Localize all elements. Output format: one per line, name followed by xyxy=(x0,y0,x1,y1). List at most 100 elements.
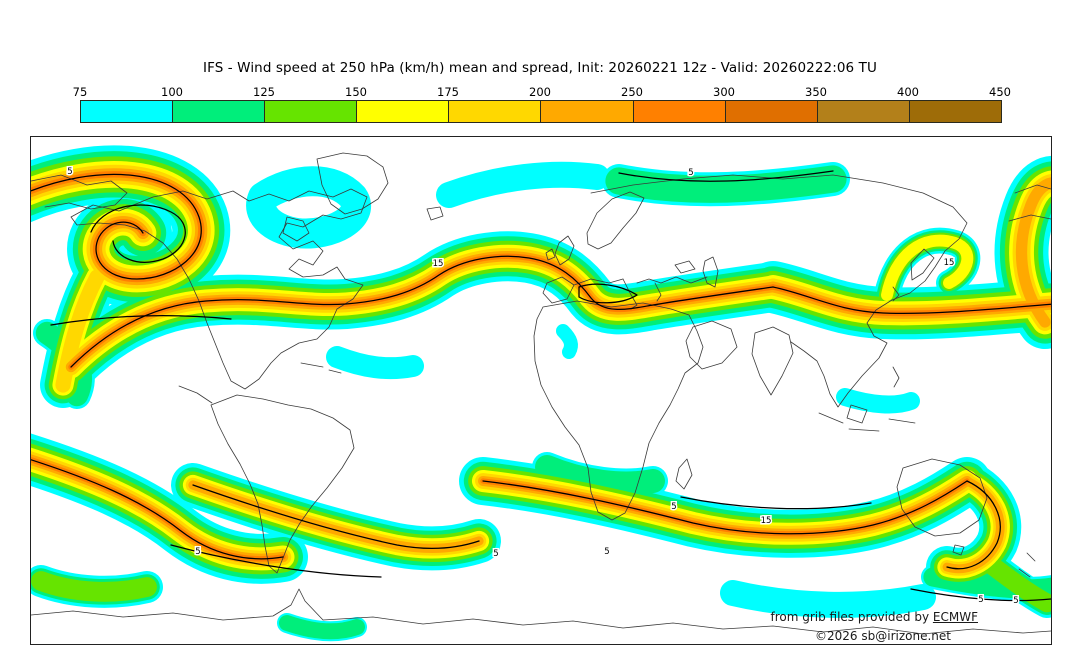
coastline xyxy=(573,276,708,286)
wind-speed-map-canvas: 5 5 15 15 5 15 5 5 5 5 5 xyxy=(31,145,1051,642)
coastline xyxy=(545,248,556,261)
coastline xyxy=(31,174,128,210)
wind-band xyxy=(836,388,920,414)
coastline xyxy=(590,174,968,408)
colorbar-segment xyxy=(541,101,634,122)
colorbar-segment xyxy=(173,101,266,122)
colorbar: 75 100 125 150 175 200 250 300 350 400 450 xyxy=(73,85,1011,125)
mean-contour xyxy=(618,170,834,182)
coastline xyxy=(896,458,988,537)
coastline xyxy=(910,248,935,281)
colorbar-segment xyxy=(633,101,726,122)
coastline xyxy=(702,256,719,288)
contour-label: 5 xyxy=(978,595,983,605)
colorbar-segment xyxy=(81,101,174,122)
coastline xyxy=(685,320,738,370)
attribution-copyright: ©2026 sb@irizone.net xyxy=(815,629,951,643)
coastline xyxy=(210,394,355,574)
colorbar-tick: 450 xyxy=(989,85,1011,99)
mean-contour xyxy=(31,173,202,280)
contour-label: 15 xyxy=(433,259,444,269)
wind-band xyxy=(556,324,578,359)
attribution-prefix: from grib files provided by xyxy=(770,610,933,624)
wind-band xyxy=(720,580,936,618)
wind-band xyxy=(326,346,424,380)
coastline xyxy=(533,300,704,521)
colorbar-tick: 400 xyxy=(897,85,919,99)
mean-contour xyxy=(578,283,638,304)
colorbar-segment xyxy=(817,101,910,122)
mean-contour xyxy=(482,480,968,535)
colorbar-tick: 75 xyxy=(72,85,88,99)
mean-contour xyxy=(192,484,480,550)
mean-contour xyxy=(772,286,1051,315)
wind-band xyxy=(605,165,847,203)
coastline xyxy=(316,152,389,215)
colorbar-tick: 300 xyxy=(713,85,735,99)
coastline xyxy=(892,366,900,388)
contour-label: 5 xyxy=(1013,596,1018,606)
coastline xyxy=(674,260,696,274)
colorbar-tick: 350 xyxy=(805,85,827,99)
coastline xyxy=(31,588,1051,635)
contour-label: 5 xyxy=(604,547,609,557)
coastline xyxy=(1018,552,1036,578)
colorbar-scale xyxy=(80,100,1002,123)
coastline xyxy=(892,286,900,302)
coastline xyxy=(70,188,368,390)
contour-label: 5 xyxy=(688,168,693,178)
coastline xyxy=(542,276,575,304)
page-title: IFS - Wind speed at 250 hPa (km/h) mean … xyxy=(203,60,877,76)
colorbar-segment xyxy=(265,101,358,122)
contour-label: 5 xyxy=(671,502,676,512)
coastline xyxy=(846,404,868,424)
colorbar-segment xyxy=(357,101,450,122)
wind-band xyxy=(535,455,665,496)
mean-contour xyxy=(31,459,284,560)
contour-label: 5 xyxy=(195,547,200,557)
coastline xyxy=(426,206,444,221)
wind-band xyxy=(1015,177,1051,328)
colorbar-tick-labels: 75 100 125 150 175 200 250 300 350 400 450 xyxy=(73,85,1011,99)
colorbar-segment xyxy=(909,101,1001,122)
contour-label: 15 xyxy=(944,258,955,268)
coastline xyxy=(675,458,693,490)
wind-band xyxy=(246,166,371,249)
wind-band xyxy=(436,161,610,208)
mean-contour xyxy=(90,204,186,263)
coastline xyxy=(622,278,638,310)
coastline xyxy=(818,412,916,432)
ecmwf-link[interactable]: ECMWF xyxy=(932,610,978,624)
mean-contour xyxy=(910,588,1051,602)
colorbar-segment xyxy=(725,101,818,122)
coastline xyxy=(586,191,645,250)
colorbar-tick: 250 xyxy=(621,85,643,99)
colorbar-tick: 125 xyxy=(253,85,275,99)
colorbar-tick: 150 xyxy=(345,85,367,99)
attribution-source: from grib files provided by ECMWF xyxy=(770,610,978,624)
colorbar-segment xyxy=(449,101,542,122)
coastline xyxy=(282,216,310,242)
coastline xyxy=(300,362,342,374)
mean-contour xyxy=(680,496,872,510)
contour-label: 15 xyxy=(761,516,772,526)
mean-contour xyxy=(50,315,232,326)
coastline xyxy=(654,282,662,302)
coastline xyxy=(952,544,965,556)
wind-band xyxy=(279,615,365,640)
coastline xyxy=(1008,184,1051,222)
mean-contour xyxy=(70,255,774,368)
colorbar-tick: 175 xyxy=(437,85,459,99)
world-map: 5 5 15 15 5 15 5 5 5 5 5 from grib files provided … xyxy=(30,136,1052,645)
colorbar-tick: 100 xyxy=(161,85,183,99)
contour-label: 5 xyxy=(493,549,498,559)
mean-contour xyxy=(946,480,1001,570)
coastline xyxy=(751,326,794,396)
contour-label: 5 xyxy=(67,167,72,177)
wind-band xyxy=(31,571,157,602)
mean-contour xyxy=(170,544,382,578)
coastline xyxy=(554,235,575,266)
colorbar-tick: 200 xyxy=(529,85,551,99)
coastline xyxy=(178,385,213,404)
